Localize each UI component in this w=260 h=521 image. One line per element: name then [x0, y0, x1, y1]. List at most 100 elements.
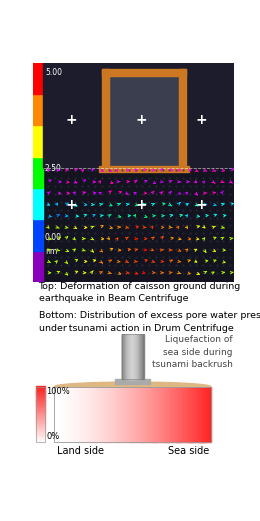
Bar	[138, 334, 139, 379]
Bar	[126, 387, 127, 442]
Bar	[174, 387, 175, 442]
Bar	[203, 387, 204, 442]
Bar	[180, 387, 181, 442]
Bar	[36, 387, 45, 442]
Bar	[89, 387, 90, 442]
Bar	[80, 387, 81, 442]
Bar	[107, 387, 108, 442]
Bar	[153, 387, 154, 442]
Bar	[144, 387, 145, 442]
Bar	[95, 387, 96, 442]
Bar	[36, 415, 45, 416]
Bar	[36, 411, 45, 412]
Bar	[139, 334, 140, 379]
Bar	[189, 387, 190, 442]
Bar	[194, 387, 195, 442]
Text: +: +	[196, 198, 207, 212]
Bar	[124, 387, 125, 442]
Bar	[115, 387, 116, 442]
Bar	[176, 387, 177, 442]
Bar	[36, 417, 45, 418]
Bar	[191, 387, 192, 442]
Bar	[36, 433, 45, 435]
Bar	[36, 389, 45, 390]
Bar	[84, 387, 85, 442]
Bar	[192, 387, 193, 442]
Bar	[111, 387, 112, 442]
Bar	[32, 125, 43, 157]
Bar	[83, 387, 84, 442]
Bar	[134, 387, 135, 442]
Bar	[142, 334, 143, 379]
Bar	[67, 387, 68, 442]
Bar	[64, 387, 65, 442]
Bar	[123, 334, 124, 379]
Bar	[139, 387, 140, 442]
Bar	[108, 387, 109, 442]
Bar	[36, 407, 45, 408]
Bar	[36, 416, 45, 417]
Bar	[122, 387, 123, 442]
Bar	[121, 387, 122, 442]
Bar	[139, 387, 140, 442]
Bar	[129, 334, 130, 379]
Bar	[177, 387, 178, 442]
Bar	[139, 334, 140, 379]
Bar	[95, 387, 96, 442]
Bar	[181, 387, 182, 442]
Bar	[126, 334, 127, 379]
Bar	[179, 387, 180, 442]
Bar	[82, 387, 83, 442]
Bar	[148, 387, 149, 442]
Bar	[129, 387, 130, 442]
Bar	[166, 387, 167, 442]
Bar	[62, 387, 63, 442]
Bar	[32, 250, 43, 282]
Bar	[165, 387, 166, 442]
Bar	[36, 433, 45, 434]
Bar	[75, 387, 76, 442]
Bar	[126, 334, 127, 379]
Bar	[157, 387, 158, 442]
Bar	[124, 334, 125, 379]
Bar	[36, 418, 45, 419]
Bar	[36, 402, 45, 403]
Bar	[206, 387, 207, 442]
Bar	[36, 431, 45, 432]
Bar	[193, 387, 194, 442]
Bar	[92, 387, 93, 442]
Bar	[73, 387, 74, 442]
Bar	[185, 387, 186, 442]
Bar	[127, 334, 128, 379]
Bar	[109, 387, 110, 442]
Bar	[189, 387, 190, 442]
Bar	[36, 391, 45, 392]
Bar	[36, 408, 45, 409]
Bar	[36, 398, 45, 399]
Text: +: +	[135, 113, 147, 127]
Bar	[113, 387, 114, 442]
Bar	[58, 387, 59, 442]
Bar	[72, 387, 73, 442]
Bar	[115, 379, 150, 384]
Bar	[199, 387, 200, 442]
Text: nm: nm	[45, 246, 57, 256]
Bar	[125, 387, 126, 442]
Bar	[204, 387, 205, 442]
Bar	[36, 425, 45, 426]
Bar	[122, 387, 123, 442]
Bar	[36, 393, 45, 394]
Bar	[166, 387, 167, 442]
Bar	[145, 387, 146, 442]
Bar	[141, 387, 142, 442]
Bar	[179, 69, 186, 168]
Bar	[36, 421, 45, 422]
Bar	[36, 387, 45, 388]
Bar	[78, 387, 79, 442]
Bar	[127, 387, 128, 442]
Text: +: +	[66, 113, 77, 127]
Text: 2.50: 2.50	[45, 164, 62, 172]
Bar	[173, 387, 174, 442]
Bar	[36, 427, 45, 428]
Text: Land side: Land side	[57, 446, 104, 456]
